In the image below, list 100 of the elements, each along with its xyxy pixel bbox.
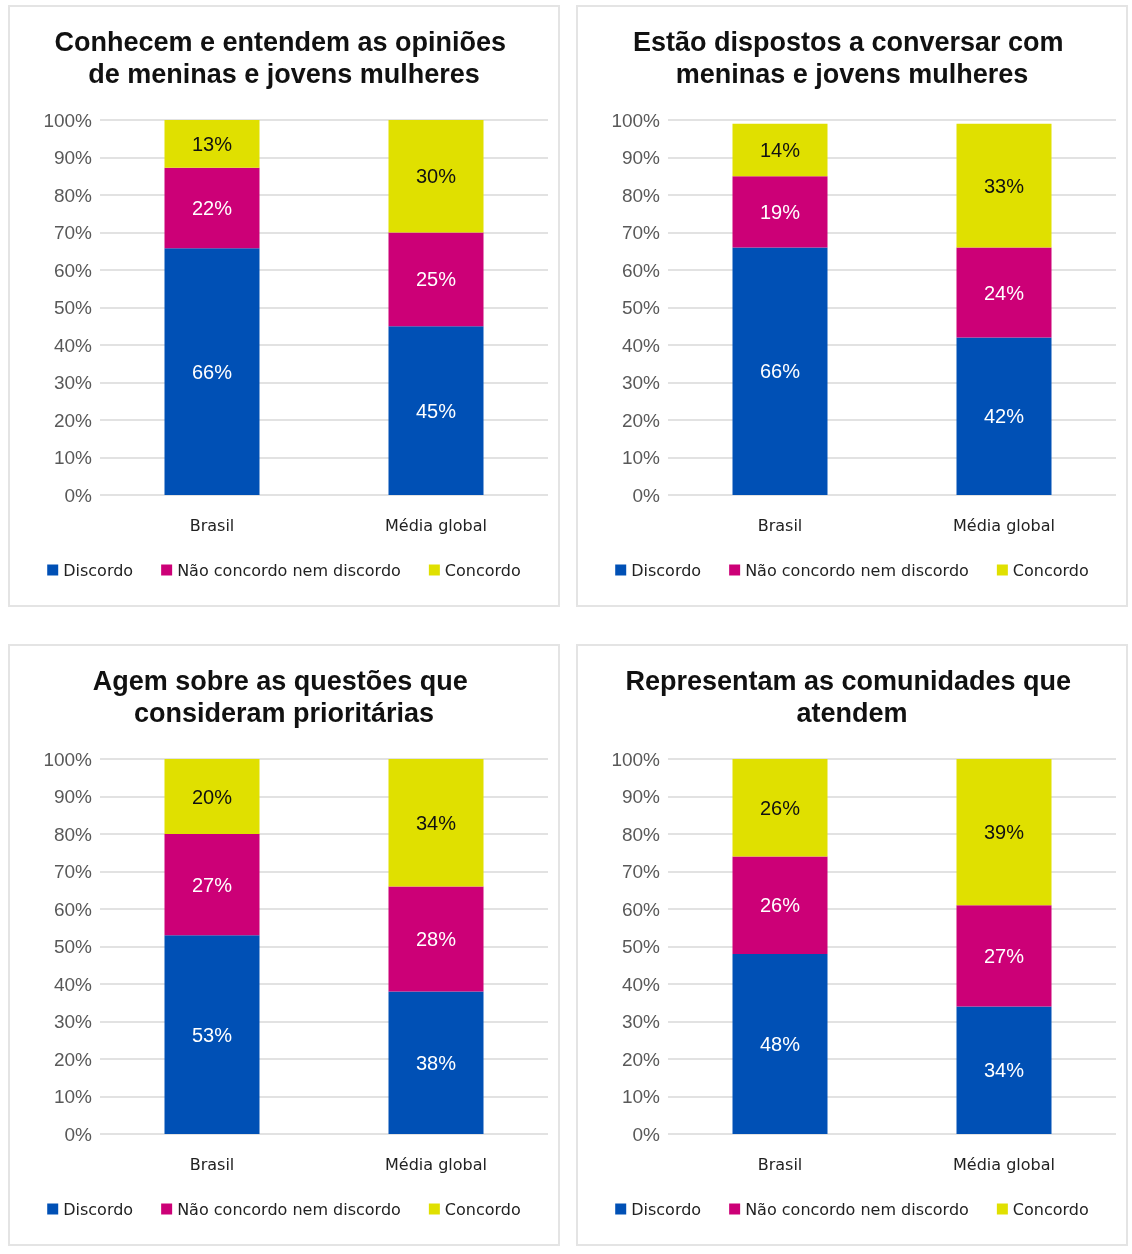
data-label: 27% [983,944,1025,967]
y-tick-label: 70% [53,861,93,882]
y-tick-label: 80% [53,823,93,845]
y-tick-label: 40% [621,334,661,356]
y-tick-label: 90% [621,147,661,168]
x-tick-label: Brasil [757,1154,803,1174]
y-tick-label: 70% [53,222,93,243]
y-tick-label: 60% [621,259,661,281]
y-tick-label: 30% [621,372,661,393]
y-tick-label: 70% [621,222,661,243]
data-label: 30% [415,165,457,188]
bar [388,991,484,1134]
bar [388,326,484,495]
y-tick-label: 100% [611,109,661,131]
y-tick-label: 10% [53,447,93,468]
legend-label: Não concordo nem discordo [177,560,401,580]
data-label: 25% [415,268,457,291]
y-tick-label: 40% [621,973,661,995]
data-label: 53% [191,1023,233,1046]
bar [956,759,1052,906]
data-label: 66% [759,360,801,383]
y-tick-label: 50% [621,297,661,318]
x-tick-label: Média global [953,1154,1055,1174]
x-tick-label: Brasil [757,515,803,535]
x-tick-label: Média global [385,1154,487,1174]
data-label: 33% [983,174,1025,197]
bar [732,123,828,177]
data-label: 26% [759,796,801,819]
y-tick-label: 0% [632,1123,661,1145]
data-label: 14% [759,139,801,161]
y-tick-label: 20% [621,409,661,431]
y-tick-label: 10% [621,1086,661,1107]
bar [956,337,1052,495]
bar [732,176,828,248]
x-tick-label: Brasil [189,515,235,535]
bar [956,123,1052,248]
y-tick-label: 60% [53,898,93,920]
data-label: 26% [759,894,801,917]
bar [164,935,260,1134]
legend-label: Concordo [444,1199,521,1219]
y-tick-label: 0% [632,484,661,506]
legend-label: Discordo [631,1199,702,1219]
y-tick-label: 20% [621,1048,661,1070]
y-tick-label: 70% [621,861,661,882]
y-tick-label: 50% [53,297,93,318]
y-tick-label: 40% [53,973,93,995]
chart-title: Agem sobre as questões que consideram prioritárias [92,666,476,728]
data-label: 24% [983,281,1025,304]
y-tick-label: 80% [621,184,661,206]
bar [732,247,828,495]
x-tick-label: Média global [385,515,487,535]
data-label: 22% [191,196,233,219]
data-label: 38% [415,1051,457,1074]
bar [956,1006,1052,1134]
data-label: 42% [983,405,1025,428]
y-tick-label: 10% [53,1086,93,1107]
bar [388,759,484,887]
y-tick-label: 100% [43,109,93,131]
legend-label: Concordo [1012,560,1089,580]
bar [164,120,260,168]
y-tick-label: 90% [621,786,661,807]
bar [388,886,484,992]
bar [164,248,260,495]
bar [164,759,260,834]
y-tick-label: 80% [53,184,93,206]
data-label: 28% [415,928,457,950]
x-tick-label: Brasil [189,1154,235,1174]
y-tick-label: 40% [53,334,93,356]
data-label: 45% [415,399,457,422]
legend-label: Concordo [444,560,521,580]
bar [164,834,260,936]
y-tick-label: 20% [53,409,93,431]
y-tick-label: 30% [621,1011,661,1032]
y-tick-label: 60% [621,898,661,920]
y-tick-label: 100% [611,748,661,770]
y-tick-label: 90% [53,786,93,807]
y-tick-label: 30% [53,1011,93,1032]
legend-label: Não concordo nem discordo [745,1199,969,1219]
legend-label: Discordo [63,560,134,580]
bar [388,120,484,233]
bar [956,247,1052,338]
chart-title: Estão dispostos a conversar com meninas e jovens mulheres [632,27,1072,89]
bar [164,167,260,249]
y-tick-label: 10% [621,447,661,468]
bar [732,759,828,857]
data-label: 66% [191,360,233,383]
data-label: 13% [191,132,233,155]
legend-label: Discordo [63,1199,134,1219]
data-label: 34% [415,811,457,834]
chart-title: Conhecem e entendem as opiniões de meninas e jovens mulheres [54,27,514,89]
legend-label: Não concordo nem discordo [177,1199,401,1219]
data-label: 20% [191,785,233,808]
y-tick-label: 80% [621,823,661,845]
y-tick-label: 0% [64,484,93,506]
data-label: 48% [759,1033,801,1055]
y-tick-label: 30% [53,372,93,393]
legend-label: Concordo [1012,1199,1089,1219]
y-tick-label: 0% [64,1123,93,1145]
x-tick-label: Média global [953,515,1055,535]
data-label: 39% [983,821,1025,844]
